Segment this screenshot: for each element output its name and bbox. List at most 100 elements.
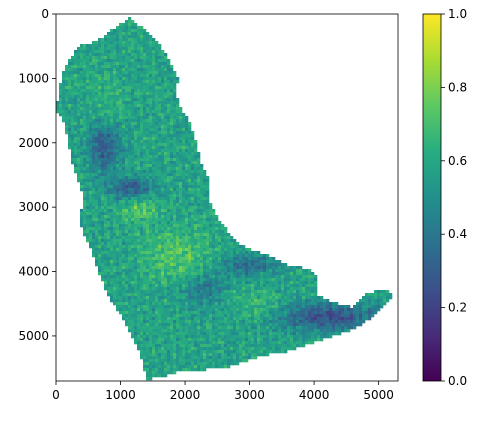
raster-cell <box>107 35 111 39</box>
raster-cell <box>68 122 72 126</box>
raster-cell <box>260 260 264 264</box>
raster-cell <box>158 71 162 75</box>
raster-cell <box>122 26 126 30</box>
raster-cell <box>173 74 177 78</box>
raster-cell <box>227 233 231 237</box>
raster-cell <box>161 71 165 75</box>
raster-cell <box>143 41 147 45</box>
raster-cell <box>176 182 180 186</box>
raster-cell <box>113 239 117 243</box>
raster-cell <box>86 197 90 201</box>
raster-cell <box>125 167 129 171</box>
raster-cell <box>140 74 144 78</box>
raster-cell <box>119 86 123 90</box>
raster-cell <box>164 164 168 168</box>
raster-cell <box>173 71 177 75</box>
raster-cell <box>197 284 201 288</box>
raster-cell <box>86 71 90 75</box>
raster-cell <box>203 170 207 174</box>
raster-cell <box>233 296 237 300</box>
raster-cell <box>218 290 222 294</box>
raster-cell <box>200 317 204 321</box>
raster-cell <box>203 236 207 240</box>
raster-cell <box>155 308 159 312</box>
raster-cell <box>98 200 102 204</box>
raster-cell <box>188 185 192 189</box>
raster-cell <box>158 206 162 210</box>
raster-cell <box>176 242 180 246</box>
raster-cell <box>194 224 198 228</box>
raster-cell <box>152 320 156 324</box>
raster-cell <box>233 320 237 324</box>
raster-cell <box>203 200 207 204</box>
raster-cell <box>191 248 195 252</box>
raster-cell <box>95 113 99 117</box>
raster-cell <box>158 137 162 141</box>
raster-cell <box>134 323 138 327</box>
raster-cell <box>89 59 93 63</box>
raster-cell <box>203 197 207 201</box>
raster-cell <box>167 62 171 66</box>
raster-cell <box>161 152 165 156</box>
raster-cell <box>71 71 75 75</box>
raster-cell <box>140 326 144 330</box>
raster-cell <box>212 326 216 330</box>
raster-cell <box>89 179 93 183</box>
raster-cell <box>185 188 189 192</box>
raster-cell <box>143 104 147 108</box>
raster-cell <box>233 275 237 279</box>
raster-cell <box>218 317 222 321</box>
raster-cell <box>149 71 153 75</box>
raster-cell <box>374 299 378 303</box>
raster-cell <box>185 326 189 330</box>
raster-cell <box>80 101 84 105</box>
raster-cell <box>113 176 117 180</box>
raster-cell <box>164 284 168 288</box>
raster-cell <box>80 110 84 114</box>
raster-cell <box>227 275 231 279</box>
raster-cell <box>161 197 165 201</box>
raster-cell <box>200 314 204 318</box>
raster-cell <box>152 146 156 150</box>
raster-cell <box>218 272 222 276</box>
raster-cell <box>314 296 318 300</box>
raster-cell <box>161 68 165 72</box>
raster-cell <box>140 233 144 237</box>
raster-cell <box>155 125 159 129</box>
raster-cell <box>161 149 165 153</box>
raster-cell <box>113 254 117 258</box>
raster-cell <box>92 89 96 93</box>
raster-cell <box>152 329 156 333</box>
raster-cell <box>137 284 141 288</box>
raster-cell <box>101 167 105 171</box>
raster-cell <box>101 158 105 162</box>
raster-cell <box>83 92 87 96</box>
raster-cell <box>176 230 180 234</box>
raster-cell <box>149 245 153 249</box>
raster-cell <box>221 284 225 288</box>
raster-cell <box>167 278 171 282</box>
raster-cell <box>188 194 192 198</box>
raster-cell <box>368 299 372 303</box>
raster-cell <box>173 236 177 240</box>
raster-cell <box>161 104 165 108</box>
raster-cell <box>302 275 306 279</box>
raster-cell <box>125 20 129 24</box>
raster-cell <box>113 284 117 288</box>
raster-cell <box>71 101 75 105</box>
raster-cell <box>179 173 183 177</box>
raster-cell <box>143 194 147 198</box>
raster-cell <box>158 173 162 177</box>
raster-cell <box>128 212 132 216</box>
raster-cell <box>302 302 306 306</box>
raster-cell <box>260 299 264 303</box>
raster-cell <box>191 317 195 321</box>
raster-cell <box>92 167 96 171</box>
raster-cell <box>176 164 180 168</box>
raster-cell <box>155 59 159 63</box>
raster-cell <box>125 164 129 168</box>
raster-cell <box>128 284 132 288</box>
raster-cell <box>137 203 141 207</box>
raster-cell <box>128 236 132 240</box>
raster-cell <box>122 152 126 156</box>
